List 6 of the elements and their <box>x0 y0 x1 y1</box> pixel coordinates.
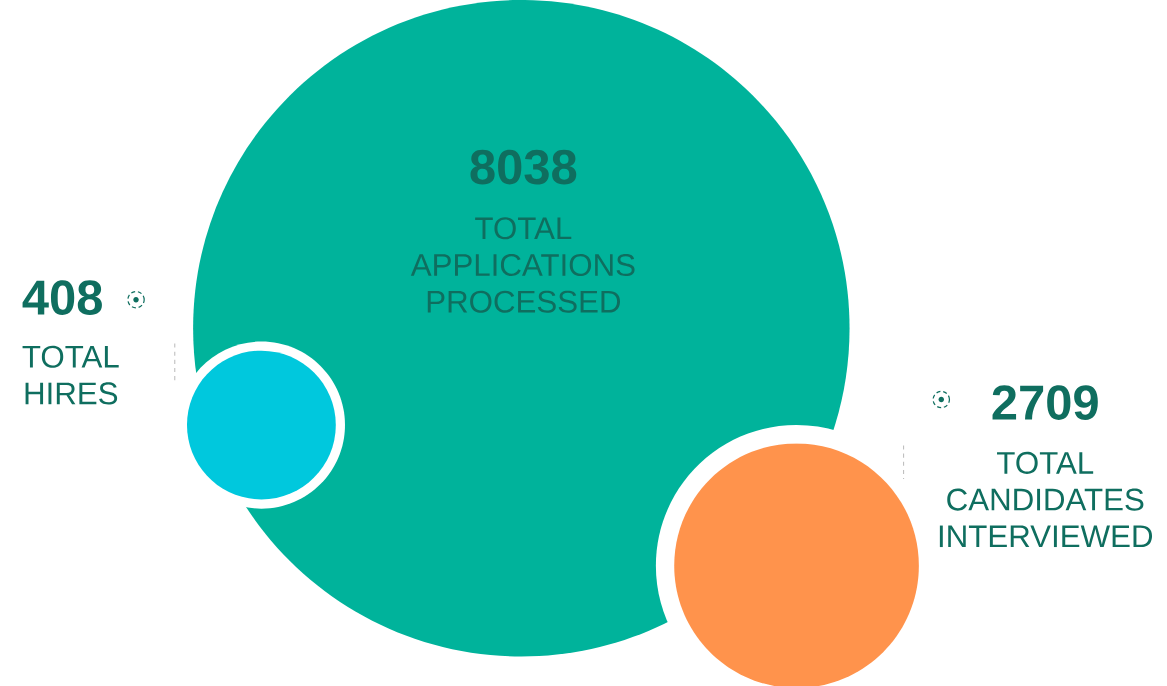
data-label: 2709 <box>992 385 1098 420</box>
category-label: TOTAL CANDIDATES INTERVIEWED <box>939 451 1153 548</box>
data-label: 408 <box>22 280 102 315</box>
data-label: 8038 <box>470 149 577 185</box>
category-label: TOTAL APPLICATIONS PROCESSED <box>410 217 635 313</box>
category-label: TOTAL HIRES <box>22 345 119 405</box>
